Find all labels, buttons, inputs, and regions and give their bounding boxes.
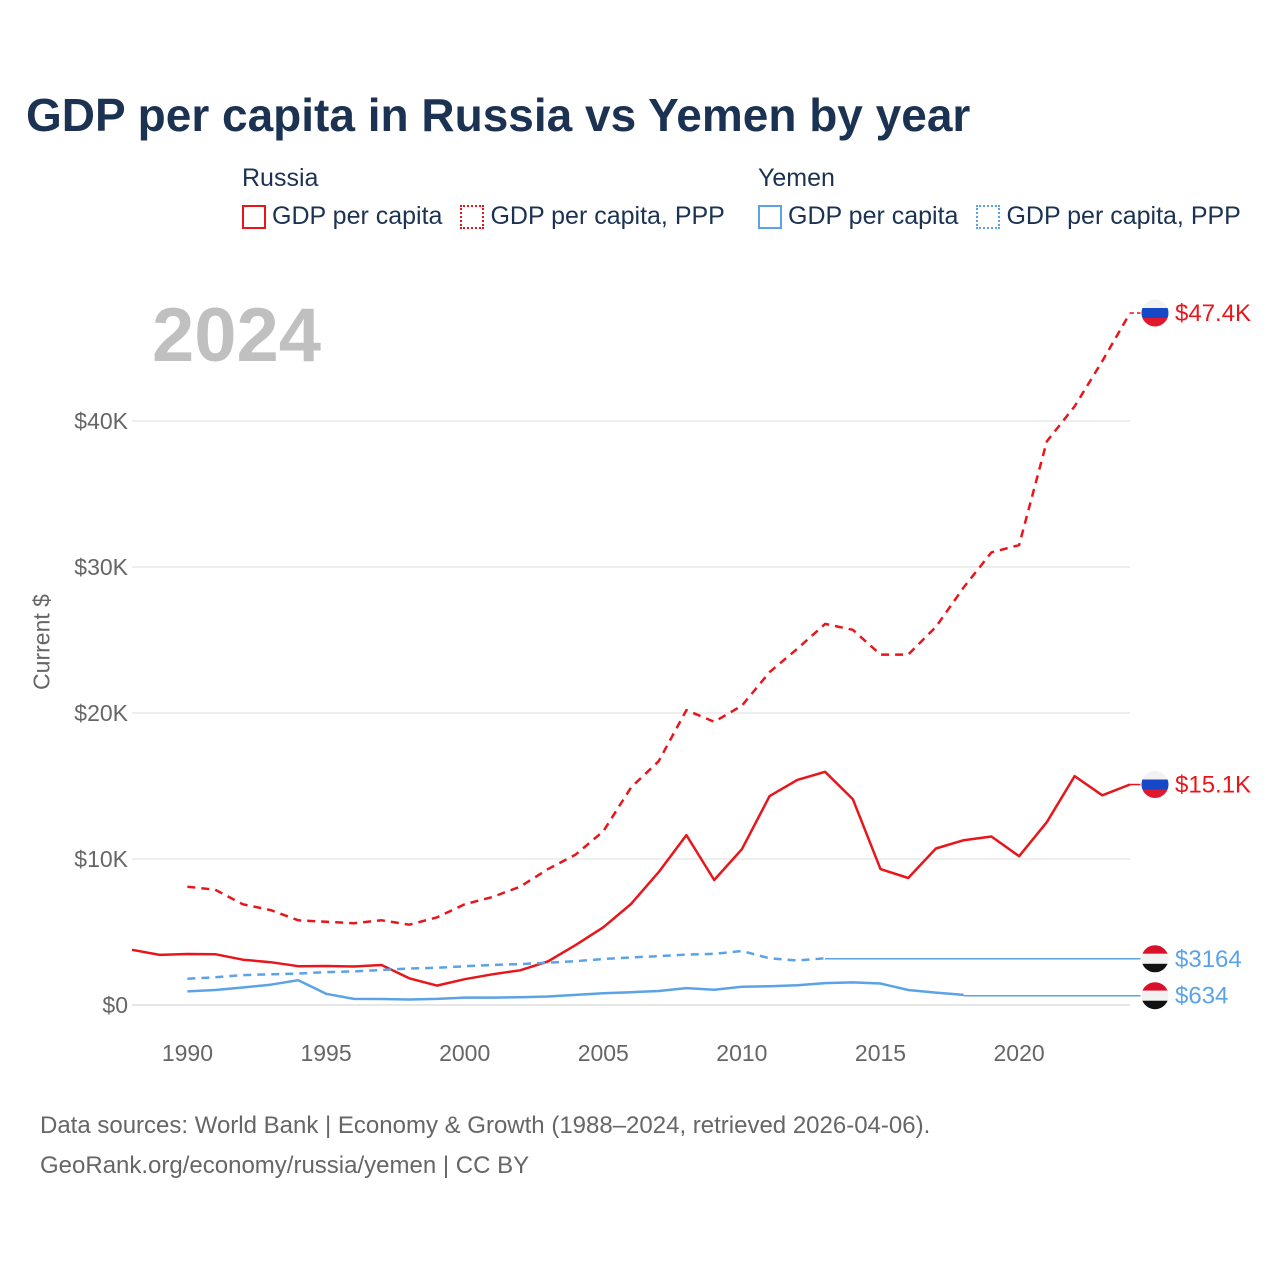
legend-group-name: Yemen	[758, 164, 835, 192]
series-line-3[interactable]	[187, 949, 826, 980]
legend-swatch-solid-red	[242, 204, 266, 229]
end-value-label: $634	[1175, 983, 1228, 1010]
legend-item-russia-gdp[interactable]: GDP per capita	[242, 202, 442, 231]
series-line-1[interactable]	[187, 312, 1132, 926]
end-value-label: $3164	[1175, 946, 1242, 973]
russia-flag-icon	[1140, 298, 1170, 328]
y-tick-label: $20K	[74, 700, 128, 726]
legend-label: GDP per capita, PPP	[490, 202, 725, 230]
x-tick-label: 2015	[855, 1040, 906, 1066]
legend-item-yemen-gdp[interactable]: GDP per capita	[758, 202, 958, 231]
year-label: 2024	[152, 293, 322, 378]
chart-title: GDP per capita in Russia vs Yemen by yea…	[26, 89, 971, 141]
legend-group-yemen: Yemen GDP per capita GDP per capita, PPP	[758, 162, 1241, 231]
y-tick-label: $40K	[74, 408, 128, 434]
x-tick-label: 2020	[994, 1040, 1045, 1066]
y-tick-label: $0	[102, 992, 128, 1018]
y-tick-label: $30K	[74, 554, 128, 580]
legend-label: GDP per capita	[272, 202, 443, 230]
x-tick-label: 2010	[716, 1040, 767, 1066]
legend-item-yemen-gdp-ppp[interactable]: GDP per capita, PPP	[976, 202, 1241, 231]
x-tick-label: 2005	[578, 1040, 629, 1066]
legend-swatch-solid-blue	[758, 204, 782, 229]
x-tick-label: 1995	[300, 1040, 351, 1066]
end-value-label: $15.1K	[1175, 772, 1251, 799]
legend-swatch-dotted-red	[460, 204, 485, 229]
x-tick-label: 2000	[439, 1040, 490, 1066]
russia-flag-icon	[1140, 770, 1170, 799]
footer-url[interactable]: GeoRank.org/economy/russia/yemen | CC BY	[40, 1152, 530, 1179]
yemen-flag-icon	[1140, 944, 1170, 974]
footer: Data sources: World Bank | Economy & Gro…	[40, 1106, 930, 1186]
x-tick-label: 1990	[162, 1040, 213, 1066]
series-line-0[interactable]	[131, 770, 1131, 987]
legend-label: GDP per capita, PPP	[1006, 202, 1241, 230]
series-line-2[interactable]	[187, 978, 964, 1001]
legend-swatch-dotted-blue	[976, 204, 1001, 229]
yemen-flag-icon	[1140, 981, 1170, 1011]
footer-source: Data sources: World Bank | Economy & Gro…	[40, 1112, 931, 1139]
end-value-label: $47.4K	[1175, 300, 1251, 327]
legend-group-name: Russia	[242, 164, 319, 192]
legend-label: GDP per capita	[788, 202, 959, 230]
legend-item-russia-gdp-ppp[interactable]: GDP per capita, PPP	[460, 202, 725, 231]
y-tick-label: $10K	[74, 846, 128, 872]
legend-group-russia: Russia GDP per capita GDP per capita, PP…	[242, 162, 725, 231]
